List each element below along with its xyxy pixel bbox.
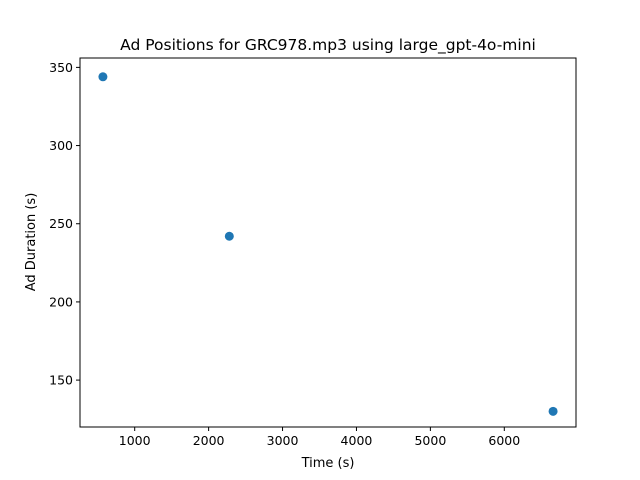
x-axis-label: Time (s) <box>301 456 355 471</box>
x-tick-label: 3000 <box>267 433 299 448</box>
x-tick-label: 4000 <box>341 433 373 448</box>
x-tick-label: 5000 <box>414 433 446 448</box>
x-tick-label: 2000 <box>193 433 225 448</box>
y-tick-label: 250 <box>49 216 73 231</box>
y-tick-label: 200 <box>49 294 73 309</box>
data-point <box>98 72 108 82</box>
data-point <box>224 231 234 241</box>
axes: 1000 2000 3000 4000 5000 6000 150 200 250 300 350 <box>49 60 520 448</box>
plot-frame <box>79 57 577 428</box>
chart-title: Ad Positions for GRC978.mp3 using large_… <box>120 36 536 55</box>
y-tick-label: 150 <box>49 373 73 388</box>
y-tick-label: 350 <box>49 60 73 75</box>
y-tick-label: 300 <box>49 138 73 153</box>
x-tick-label: 6000 <box>488 433 520 448</box>
data-points <box>98 72 558 416</box>
y-axis-label: Ad Duration (s) <box>24 193 39 292</box>
x-tick-label: 1000 <box>119 433 151 448</box>
data-point <box>548 406 558 416</box>
